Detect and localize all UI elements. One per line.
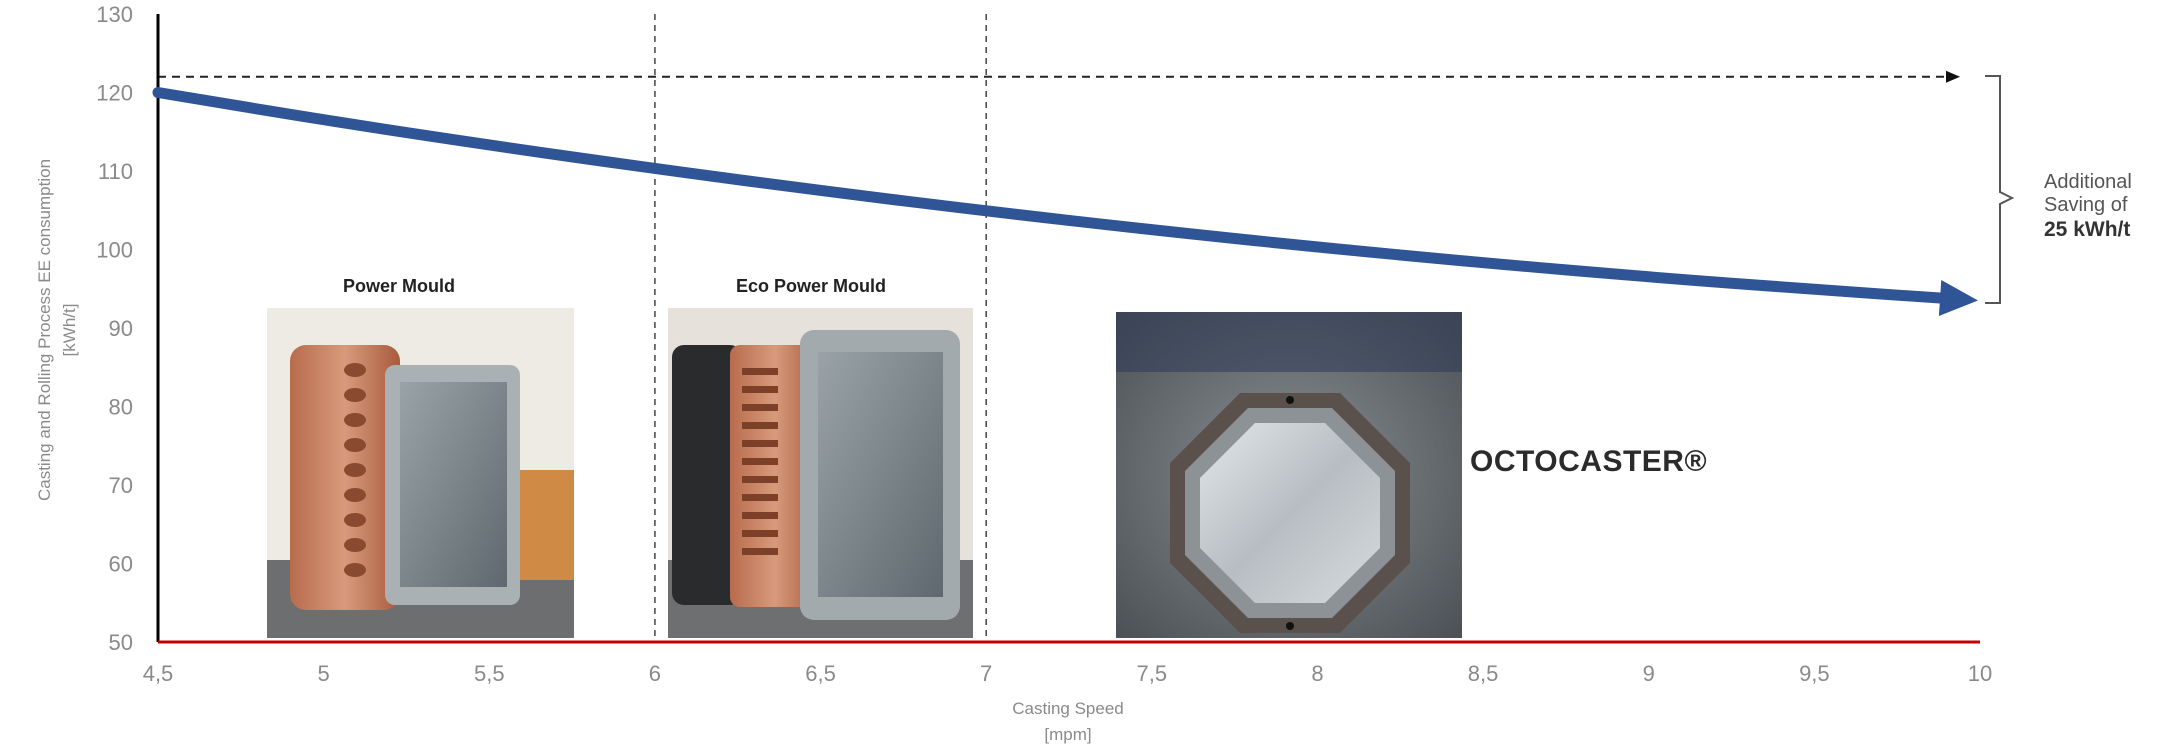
x-tick-label: 4,5: [143, 661, 174, 686]
eco-power-mould-label: Eco Power Mould: [736, 276, 886, 296]
y-tick-label: 90: [109, 316, 133, 341]
annotation-line-2: Saving of: [2044, 194, 2128, 216]
y-tick-label: 50: [109, 630, 133, 655]
x-tick-label: 9,5: [1799, 661, 1830, 686]
x-tick-label: 8: [1311, 661, 1323, 686]
annotation-line-1: Additional: [2044, 171, 2132, 193]
y-tick-label: 100: [96, 238, 133, 263]
x-tick-label: 10: [1968, 661, 1992, 686]
x-tick-label: 8,5: [1468, 661, 1499, 686]
consumption-curve-arrowhead: [1938, 280, 1978, 316]
eco-power-mould-photo: [668, 308, 973, 638]
octocaster-photo: [1116, 312, 1462, 638]
x-tick-label: 5,5: [474, 661, 505, 686]
x-axis-ticks: 4,5 5 5,5 6 6,5 7 7,5 8 8,5 9 9,5 10: [143, 661, 1993, 686]
y-axis-unit: [kWh/t]: [60, 304, 79, 357]
reference-arrowhead: [1946, 70, 1960, 83]
x-tick-label: 9: [1643, 661, 1655, 686]
y-axis-ticks: 50 60 70 80 90 100 110 120 130: [96, 2, 133, 655]
y-tick-label: 110: [98, 159, 133, 184]
power-mould-photo: [267, 308, 574, 638]
x-tick-label: 6,5: [805, 661, 836, 686]
consumption-curve: [152, 87, 1946, 304]
y-tick-label: 70: [109, 473, 133, 498]
power-mould-label: Power Mould: [343, 276, 455, 296]
y-tick-label: 60: [109, 552, 133, 577]
x-tick-label: 6: [649, 661, 661, 686]
x-tick-label: 5: [318, 661, 330, 686]
x-tick-label: 7,5: [1137, 661, 1168, 686]
saving-bracket: [1985, 75, 2015, 304]
x-axis-unit: [mpm]: [1044, 725, 1091, 744]
octocaster-label: OCTOCASTER®: [1470, 445, 1707, 478]
y-tick-label: 120: [96, 81, 133, 106]
y-tick-label: 130: [96, 2, 133, 27]
y-axis-title: Casting and Rolling Process EE consumpti…: [35, 159, 54, 501]
annotation-line-3: 25 kWh/t: [2044, 218, 2130, 241]
y-tick-label: 80: [109, 395, 133, 420]
speed-dividers: [654, 14, 987, 642]
x-axis-title: Casting Speed: [1012, 699, 1124, 718]
x-tick-label: 7: [980, 661, 992, 686]
